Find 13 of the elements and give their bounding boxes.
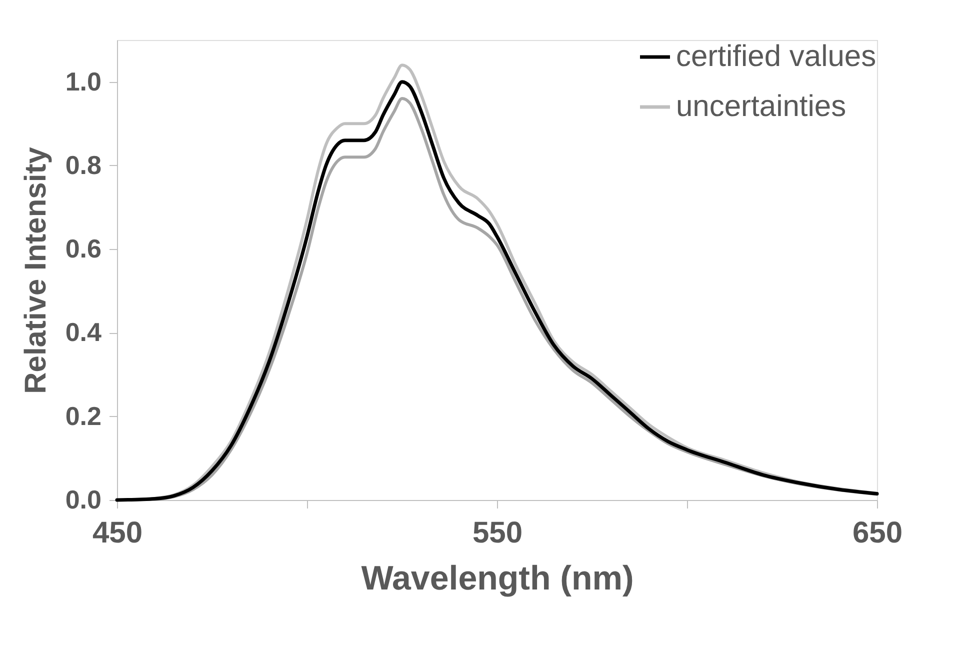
y-tick-label: 0.8 (65, 150, 102, 180)
legend-label: certified values (676, 40, 876, 73)
y-axis-title: Relative Intensity (19, 146, 52, 394)
x-tick-label: 650 (852, 516, 903, 550)
y-tick-label: 1.0 (65, 66, 102, 96)
x-tick-label: 450 (92, 516, 143, 550)
y-tick-label: 0.2 (65, 400, 102, 431)
y-tick-label: 0.6 (65, 234, 102, 264)
x-axis-title: Wavelength (nm) (361, 560, 634, 598)
x-tick-label: 550 (472, 516, 523, 550)
y-tick-label: 0.4 (65, 317, 102, 348)
legend-label: uncertainties (676, 90, 846, 123)
y-tick-label: 0.0 (65, 484, 102, 514)
